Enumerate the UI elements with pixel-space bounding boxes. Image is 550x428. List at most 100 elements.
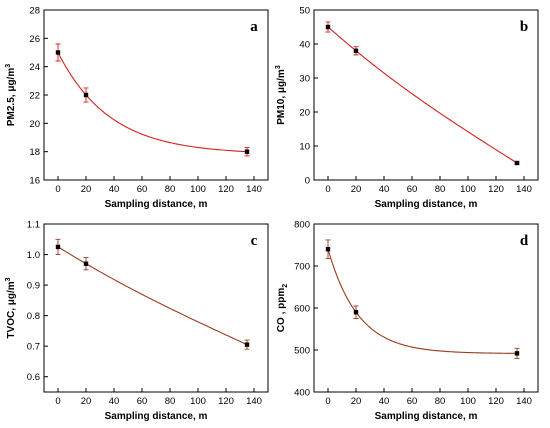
x-tick-label: 0: [55, 396, 60, 407]
x-tick-label: 40: [379, 396, 390, 407]
chart-panel-c: 0 20 40 60 80 100 120 140 0.6 0.7 0.8 0.9 1.0 1.1 Samp…: [5, 220, 269, 422]
panel-label: b: [520, 19, 528, 35]
y-axis-label-superscript: 3: [275, 65, 282, 69]
x-tick-label: 60: [407, 184, 418, 195]
chart-panel-b: 0 20 40 60 80 100 120 140 0 10 20 30 40 50 Sampling di…: [275, 6, 539, 210]
x-tick-label: 0: [325, 184, 330, 195]
y-tick-label: 0.7: [27, 342, 40, 353]
y-tick-label: 400: [294, 388, 310, 399]
chart-panel-a: 0 20 40 60 80 100 120 140 16 18 20 22 24 26 28 Sampling…: [5, 6, 269, 210]
y-tick-label: 16: [29, 176, 40, 187]
fit-curve: [57, 52, 248, 153]
x-tick-label: 60: [137, 184, 148, 195]
y-tick-label: 10: [299, 142, 310, 153]
plot-frame: [313, 9, 539, 181]
y-tick-label: 40: [299, 40, 310, 51]
y-tick-label: 18: [29, 147, 40, 158]
data-point: [83, 92, 89, 98]
data-point: [55, 244, 61, 250]
x-tick-label: 100: [460, 184, 476, 195]
x-tick-label: 20: [81, 184, 92, 195]
y-axis-label-text: PM10, μg/m: [276, 69, 287, 125]
data-point: [325, 24, 331, 30]
y-tick-label: 50: [299, 6, 310, 17]
fit-curve: [327, 249, 518, 354]
x-tick-label: 120: [488, 396, 504, 407]
x-tick-label: 100: [190, 396, 206, 407]
y-tick-label: 600: [294, 304, 310, 315]
y-axis-label: PM10, μg/m3: [275, 65, 287, 125]
y-tick-label: 0: [305, 176, 310, 187]
x-tick-label: 40: [109, 184, 120, 195]
x-tick-label: 140: [516, 184, 532, 195]
y-tick-label: 28: [29, 6, 40, 17]
y-axis-label-superscript: 3: [5, 64, 12, 68]
y-axis-label: TVOC, μg/m3: [5, 277, 17, 338]
x-tick-label: 20: [351, 184, 362, 195]
y-axis-label-superscript: 3: [5, 277, 12, 281]
fit-curve: [57, 246, 248, 346]
x-tick-label: 80: [165, 184, 176, 195]
y-tick-label: 1.1: [27, 220, 40, 231]
data-point: [353, 310, 359, 315]
x-tick-label: 20: [81, 396, 92, 407]
y-tick-label: 1.0: [27, 250, 40, 261]
y-tick-label: 30: [299, 74, 310, 85]
y-tick-label: 24: [29, 62, 40, 73]
panel-label: a: [250, 19, 258, 35]
x-tick-label: 60: [137, 396, 148, 407]
x-tick-label: 120: [488, 184, 504, 195]
x-tick-label: 0: [55, 184, 60, 195]
x-tick-label: 60: [407, 396, 418, 407]
data-point: [514, 351, 520, 356]
x-tick-label: 40: [379, 184, 390, 195]
x-axis-label: Sampling distance, m: [105, 199, 208, 210]
y-tick-label: 500: [294, 346, 310, 357]
data-point: [514, 160, 520, 166]
x-tick-label: 80: [435, 184, 446, 195]
y-tick-label: 20: [299, 108, 310, 119]
y-axis-label: PM2.5, μg/m3: [5, 64, 17, 126]
x-axis-label: Sampling distance, m: [375, 411, 478, 422]
y-tick-label: 22: [29, 91, 40, 102]
y-axis-label-text: TVOC, μg/m: [6, 281, 17, 338]
y-tick-label: 0.9: [27, 281, 40, 292]
y-axis-label-text: PM2.5, μg/m: [6, 68, 17, 126]
y-tick-label: 20: [29, 119, 40, 130]
y-tick-label: 0.6: [27, 372, 40, 383]
x-tick-label: 20: [351, 396, 362, 407]
y-tick-label: 700: [294, 262, 310, 273]
x-tick-label: 120: [218, 184, 234, 195]
plot-frame: [43, 223, 269, 393]
data-point: [244, 149, 250, 154]
x-tick-label: 140: [516, 396, 532, 407]
plot-frame: [43, 9, 269, 181]
x-tick-label: 140: [246, 184, 262, 195]
panel-label: d: [520, 233, 529, 249]
y-tick-label: 0.8: [27, 311, 40, 322]
fit-curve: [327, 26, 518, 164]
x-tick-label: 40: [109, 396, 120, 407]
y-tick-label: 800: [294, 220, 310, 231]
data-point: [83, 261, 89, 266]
x-tick-label: 100: [460, 396, 476, 407]
x-axis-label: Sampling distance, m: [375, 199, 478, 210]
data-point: [244, 342, 250, 347]
x-tick-label: 100: [190, 184, 206, 195]
y-tick-label: 26: [29, 34, 40, 45]
x-tick-label: 0: [325, 396, 330, 407]
y-axis-label: CO , ppm2: [276, 284, 289, 332]
x-axis-label: Sampling distance, m: [105, 411, 208, 422]
chart-panel-d: 0 20 40 60 80 100 120 140 400 500 600 700 800 Samplin…: [276, 220, 539, 422]
data-point: [325, 247, 331, 252]
x-tick-label: 120: [218, 396, 234, 407]
x-tick-label: 140: [246, 396, 262, 407]
y-axis-label-subscript: 2: [282, 284, 289, 288]
y-axis-label-text: CO , ppm: [276, 288, 287, 333]
x-tick-label: 80: [435, 396, 446, 407]
plot-frame: [313, 223, 539, 393]
x-tick-label: 80: [165, 396, 176, 407]
data-point: [353, 48, 359, 53]
data-point: [55, 50, 61, 55]
